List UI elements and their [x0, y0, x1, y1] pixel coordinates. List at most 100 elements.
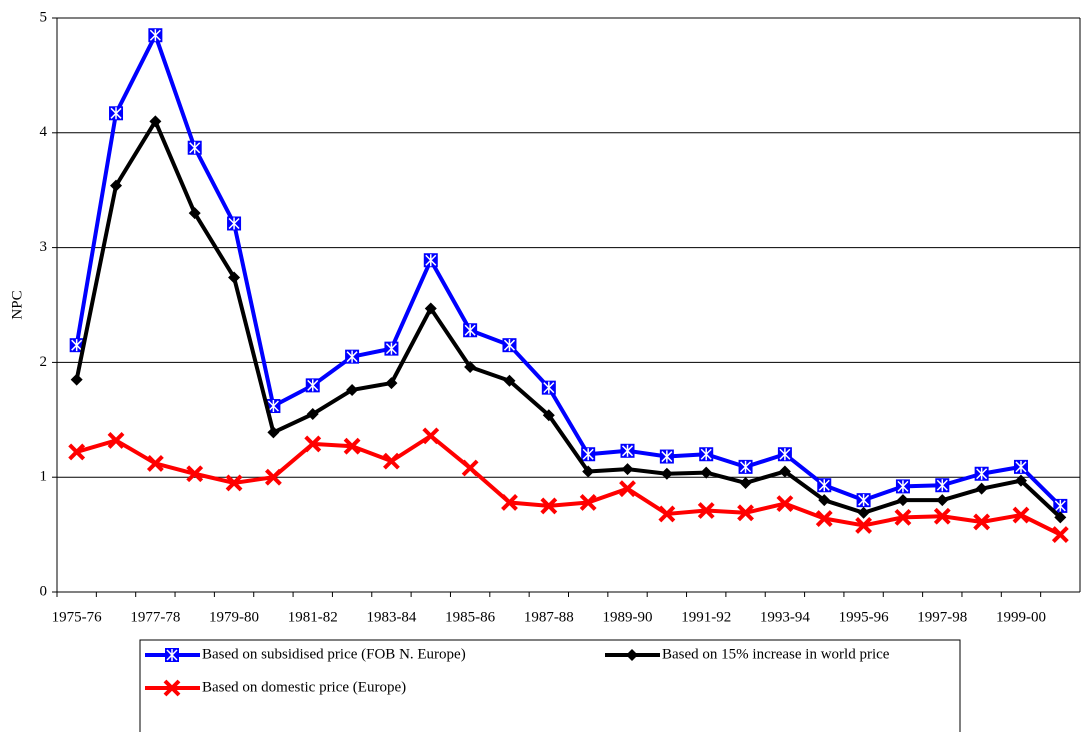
marker [109, 106, 124, 121]
marker [1053, 498, 1068, 513]
marker [304, 435, 322, 453]
legend-label: Based on subsidised price (FOB N. Europe… [202, 646, 466, 662]
marker [856, 493, 871, 508]
marker [815, 510, 833, 527]
marker [502, 338, 517, 353]
marker [227, 216, 242, 231]
x-tick-label: 1977-78 [130, 609, 180, 625]
marker [69, 338, 84, 353]
marker [973, 513, 991, 531]
marker [464, 360, 477, 373]
marker [581, 447, 596, 462]
marker [896, 494, 909, 507]
marker [146, 455, 164, 472]
marker [895, 479, 910, 494]
legend-label: Based on domestic price (Europe) [202, 679, 406, 695]
marker [463, 323, 478, 338]
marker [149, 115, 162, 128]
marker [461, 459, 479, 477]
marker [658, 505, 676, 523]
y-tick-label: 4 [40, 124, 48, 140]
marker [305, 378, 320, 393]
marker [659, 449, 674, 464]
marker [855, 517, 873, 534]
x-tick-label: 1985-86 [445, 609, 495, 625]
x-tick-label: 1983-84 [366, 609, 416, 625]
legend-box [139, 639, 961, 732]
x-tick-label: 1987-88 [524, 609, 574, 625]
x-tick-label: 1991-92 [681, 609, 731, 625]
marker [933, 507, 951, 525]
marker [187, 140, 202, 155]
marker [700, 466, 713, 479]
marker [266, 399, 281, 414]
marker [267, 426, 280, 439]
x-tick-label: 1989-90 [603, 609, 653, 625]
marker [306, 408, 319, 421]
series-line [74, 119, 1062, 519]
x-tick-label: 1981-82 [288, 609, 338, 625]
y-tick-label: 3 [40, 239, 48, 255]
marker [503, 374, 516, 387]
marker [165, 648, 179, 662]
marker [228, 271, 241, 284]
marker [542, 409, 555, 422]
marker [148, 28, 163, 43]
y-axis-label: NPC [9, 290, 25, 319]
marker [776, 495, 794, 513]
marker [1054, 511, 1067, 524]
marker [974, 466, 989, 481]
marker [936, 494, 949, 507]
x-tick-label: 1975-76 [52, 609, 102, 625]
marker [894, 508, 912, 526]
marker [541, 380, 556, 395]
marker [501, 494, 518, 511]
marker [660, 467, 673, 480]
legend-label: Based on 15% increase in world price [662, 646, 890, 662]
marker [1014, 474, 1027, 487]
marker [346, 383, 359, 396]
marker [621, 463, 634, 476]
marker [817, 478, 832, 493]
marker [225, 474, 243, 492]
marker [70, 373, 83, 386]
marker [110, 179, 123, 192]
y-tick-label: 2 [40, 354, 48, 370]
marker [777, 447, 792, 462]
marker [163, 679, 181, 697]
marker [975, 482, 988, 495]
marker [264, 468, 282, 486]
marker [620, 443, 635, 458]
x-tick-label: 1999-00 [996, 609, 1046, 625]
marker [935, 478, 950, 493]
marker [186, 465, 204, 483]
marker [738, 459, 753, 474]
marker [107, 432, 125, 449]
marker [579, 494, 597, 511]
x-tick-label: 1993-94 [760, 609, 810, 625]
marker [619, 480, 636, 498]
marker [540, 497, 558, 515]
marker [384, 341, 399, 356]
marker [343, 437, 361, 455]
marker [423, 253, 438, 268]
marker [1012, 506, 1030, 524]
marker [1013, 459, 1028, 474]
marker [857, 506, 870, 519]
marker [737, 504, 754, 522]
marker [188, 207, 201, 220]
marker [739, 476, 752, 489]
marker [626, 649, 638, 661]
marker [818, 494, 831, 507]
y-tick-label: 0 [40, 583, 48, 599]
marker [424, 302, 437, 315]
marker [699, 447, 714, 462]
y-tick-label: 1 [40, 469, 48, 485]
y-tick-label: 5 [40, 9, 48, 25]
x-tick-label: 1997-98 [917, 609, 967, 625]
marker [697, 502, 715, 519]
series-line [74, 33, 1062, 508]
marker [68, 443, 86, 461]
marker [422, 427, 440, 445]
